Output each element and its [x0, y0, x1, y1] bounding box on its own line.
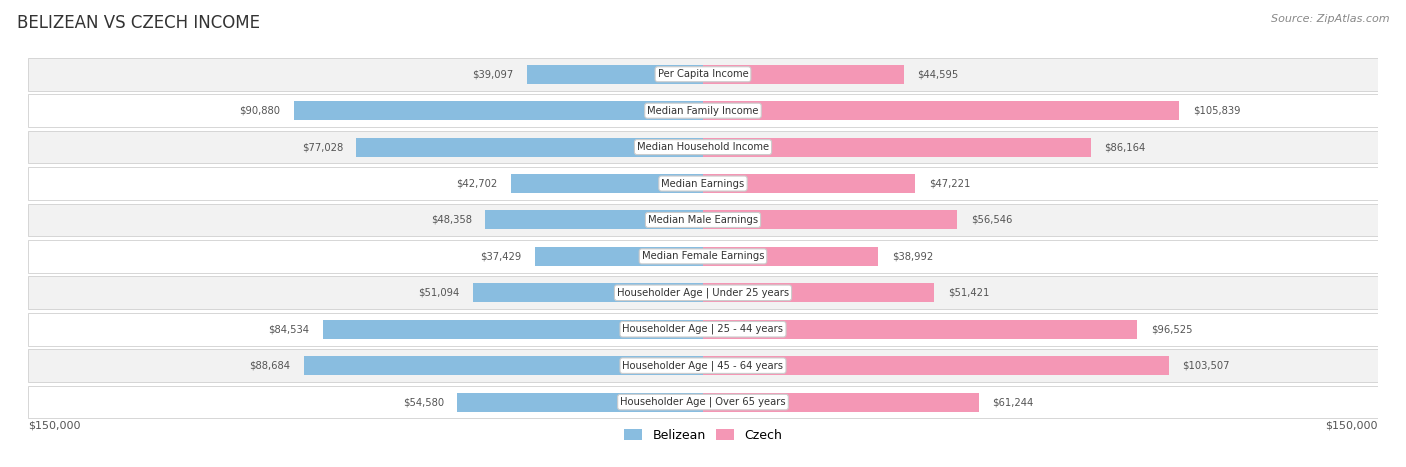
Bar	[28, 167, 1378, 200]
Bar	[304, 356, 703, 375]
Text: $38,992: $38,992	[891, 251, 934, 262]
Text: $51,421: $51,421	[948, 288, 990, 298]
Text: $39,097: $39,097	[472, 69, 513, 79]
Bar	[28, 349, 1378, 382]
Text: BELIZEAN VS CZECH INCOME: BELIZEAN VS CZECH INCOME	[17, 14, 260, 32]
Bar	[703, 138, 1091, 156]
Bar	[703, 247, 879, 266]
Text: Median Family Income: Median Family Income	[647, 106, 759, 116]
Text: $48,358: $48,358	[430, 215, 472, 225]
Bar	[485, 211, 703, 229]
Bar	[28, 386, 1378, 418]
Text: $54,580: $54,580	[402, 397, 444, 407]
Text: $42,702: $42,702	[456, 178, 498, 189]
Bar	[472, 283, 703, 302]
Text: $103,507: $103,507	[1182, 361, 1230, 371]
Text: $47,221: $47,221	[929, 178, 970, 189]
Bar	[28, 204, 1378, 236]
Text: Median Female Earnings: Median Female Earnings	[641, 251, 765, 262]
Text: Median Household Income: Median Household Income	[637, 142, 769, 152]
Bar	[703, 101, 1180, 120]
Bar	[28, 313, 1378, 346]
Legend: Belizean, Czech: Belizean, Czech	[619, 424, 787, 447]
Bar	[294, 101, 703, 120]
Bar	[457, 393, 703, 411]
Bar	[28, 131, 1378, 163]
Bar	[703, 320, 1137, 339]
Text: $44,595: $44,595	[917, 69, 959, 79]
Bar	[28, 240, 1378, 273]
Text: $56,546: $56,546	[972, 215, 1012, 225]
Text: $96,525: $96,525	[1150, 324, 1192, 334]
Bar	[510, 174, 703, 193]
Bar	[703, 65, 904, 84]
Text: Householder Age | Under 25 years: Householder Age | Under 25 years	[617, 288, 789, 298]
Text: $77,028: $77,028	[302, 142, 343, 152]
Text: $150,000: $150,000	[1326, 420, 1378, 430]
Bar	[28, 276, 1378, 309]
Bar	[703, 393, 979, 411]
Text: $84,534: $84,534	[269, 324, 309, 334]
Text: Median Male Earnings: Median Male Earnings	[648, 215, 758, 225]
Text: $150,000: $150,000	[28, 420, 80, 430]
Bar	[703, 283, 935, 302]
Text: $51,094: $51,094	[419, 288, 460, 298]
Bar	[28, 94, 1378, 127]
Bar	[28, 58, 1378, 91]
Text: $37,429: $37,429	[479, 251, 522, 262]
Text: $61,244: $61,244	[993, 397, 1033, 407]
Bar	[703, 211, 957, 229]
Text: Source: ZipAtlas.com: Source: ZipAtlas.com	[1271, 14, 1389, 24]
Bar	[527, 65, 703, 84]
Text: $90,880: $90,880	[239, 106, 281, 116]
Bar	[322, 320, 703, 339]
Text: Per Capita Income: Per Capita Income	[658, 69, 748, 79]
Text: $88,684: $88,684	[249, 361, 291, 371]
Text: $86,164: $86,164	[1104, 142, 1146, 152]
Bar	[534, 247, 703, 266]
Text: Householder Age | 45 - 64 years: Householder Age | 45 - 64 years	[623, 361, 783, 371]
Bar	[357, 138, 703, 156]
Bar	[703, 356, 1168, 375]
Text: Householder Age | 25 - 44 years: Householder Age | 25 - 44 years	[623, 324, 783, 334]
Text: Householder Age | Over 65 years: Householder Age | Over 65 years	[620, 397, 786, 407]
Text: Median Earnings: Median Earnings	[661, 178, 745, 189]
Bar	[703, 174, 915, 193]
Text: $105,839: $105,839	[1192, 106, 1240, 116]
